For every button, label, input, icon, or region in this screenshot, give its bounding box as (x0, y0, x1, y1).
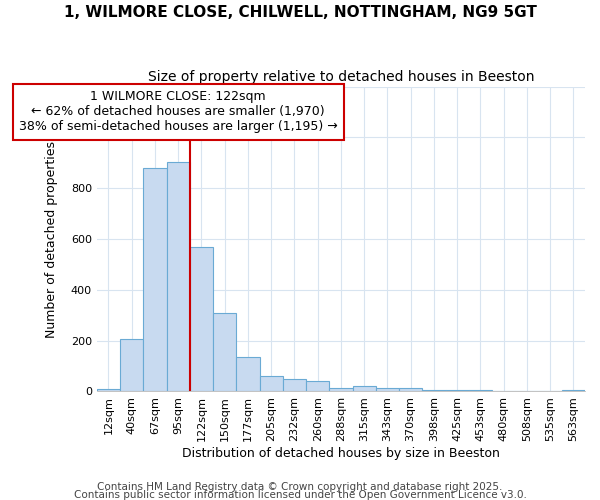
Bar (120, 340, 143, 392)
Bar (283, 380, 306, 392)
Bar (562, 390, 585, 392)
Text: 1 WILMORE CLOSE: 122sqm
← 62% of detached houses are smaller (1,970)
38% of semi: 1 WILMORE CLOSE: 122sqm ← 62% of detache… (19, 90, 338, 134)
X-axis label: Distribution of detached houses by size in Beeston: Distribution of detached houses by size … (182, 447, 500, 460)
Bar (422, 390, 446, 392)
Bar (306, 381, 329, 392)
Bar (143, 168, 167, 392)
Bar (376, 388, 399, 392)
Bar (446, 390, 469, 392)
Bar (260, 376, 283, 392)
Text: Contains HM Land Registry data © Crown copyright and database right 2025.: Contains HM Land Registry data © Crown c… (97, 482, 503, 492)
Bar (329, 388, 353, 392)
Text: 1, WILMORE CLOSE, CHILWELL, NOTTINGHAM, NG9 5GT: 1, WILMORE CLOSE, CHILWELL, NOTTINGHAM, … (64, 5, 536, 20)
Bar (167, 162, 190, 392)
Bar (515, 390, 539, 392)
Bar (399, 388, 422, 392)
Bar (353, 386, 376, 392)
Bar (213, 312, 236, 392)
Bar (236, 357, 260, 392)
Y-axis label: Number of detached properties: Number of detached properties (46, 140, 58, 338)
Bar (469, 390, 492, 392)
Bar (539, 390, 562, 392)
Bar (190, 246, 213, 392)
Title: Size of property relative to detached houses in Beeston: Size of property relative to detached ho… (148, 70, 534, 84)
Bar (492, 390, 515, 392)
Text: Contains public sector information licensed under the Open Government Licence v3: Contains public sector information licen… (74, 490, 526, 500)
Bar (97, 389, 120, 392)
